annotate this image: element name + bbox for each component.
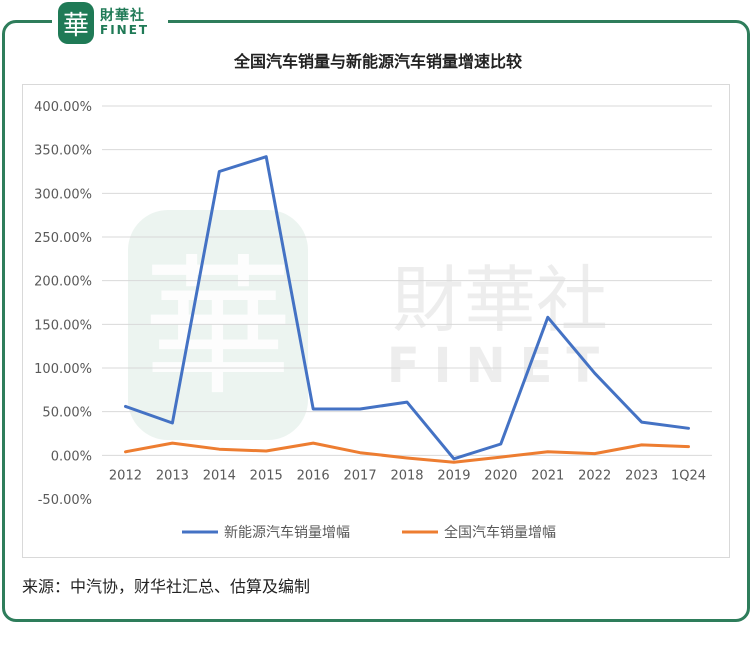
watermark-badge-glyph: 華 (143, 242, 293, 416)
x-axis: 2012 2013 2014 2015 2016 2017 2018 2019 2020 2021… (109, 468, 706, 483)
logo-text: 財華社 FINET (100, 9, 149, 36)
x-tick-label: 2021 (531, 468, 564, 483)
x-tick-label: 2022 (578, 468, 611, 483)
legend-label-total: 全国汽车销量增幅 (444, 524, 556, 541)
legend-label-nev: 新能源汽车销量增幅 (224, 524, 350, 541)
grid-lines (102, 105, 712, 456)
x-tick-label: 2019 (437, 468, 470, 483)
y-tick-label: 150.00% (34, 318, 92, 333)
chart-title: 全国汽车销量与新能源汽车销量增速比较 (233, 52, 522, 71)
y-axis: 400.00% 350.00% 300.00% 250.00% 200.00% 150.0… (34, 100, 92, 508)
x-tick-label: 2012 (109, 468, 142, 483)
x-tick-label: 2023 (625, 468, 658, 483)
finet-logo: 華 財華社 FINET (52, 0, 168, 46)
y-tick-label: 200.00% (34, 275, 92, 290)
y-tick-label: 400.00% (34, 100, 92, 115)
watermark-badge (128, 210, 308, 440)
x-tick-label: 1Q24 (671, 468, 706, 483)
x-tick-label: 2020 (484, 468, 517, 483)
x-tick-label: 2018 (390, 468, 423, 483)
x-tick-label: 2017 (344, 468, 377, 483)
logo-name-en: FINET (100, 23, 150, 38)
y-tick-label: 300.00% (34, 187, 92, 202)
x-tick-label: 2014 (203, 468, 236, 483)
y-tick-label: 250.00% (34, 231, 92, 246)
legend: 新能源汽车销量增幅 全国汽车销量增幅 (182, 524, 556, 541)
logo-name-cn: 財華社 (100, 8, 145, 25)
x-tick-label: 2013 (156, 468, 189, 483)
x-tick-label: 2015 (250, 468, 283, 483)
source-note: 来源：中汽协，财华社汇总、估算及编制 (22, 577, 311, 596)
watermark: 華 財華社 FINET (128, 210, 613, 440)
y-tick-label: 100.00% (34, 362, 92, 377)
y-tick-label: 50.00% (42, 406, 92, 421)
x-tick-label: 2016 (297, 468, 330, 483)
y-tick-label: 0.00% (51, 449, 92, 464)
series-line-total (124, 441, 690, 464)
watermark-name-cn: 財華社 (392, 258, 608, 342)
y-tick-label: -50.00% (38, 493, 92, 508)
watermark-name-en: FINET (387, 338, 613, 394)
logo-badge: 華 (58, 2, 94, 44)
y-tick-label: 350.00% (34, 144, 92, 159)
series-lines (124, 155, 690, 464)
